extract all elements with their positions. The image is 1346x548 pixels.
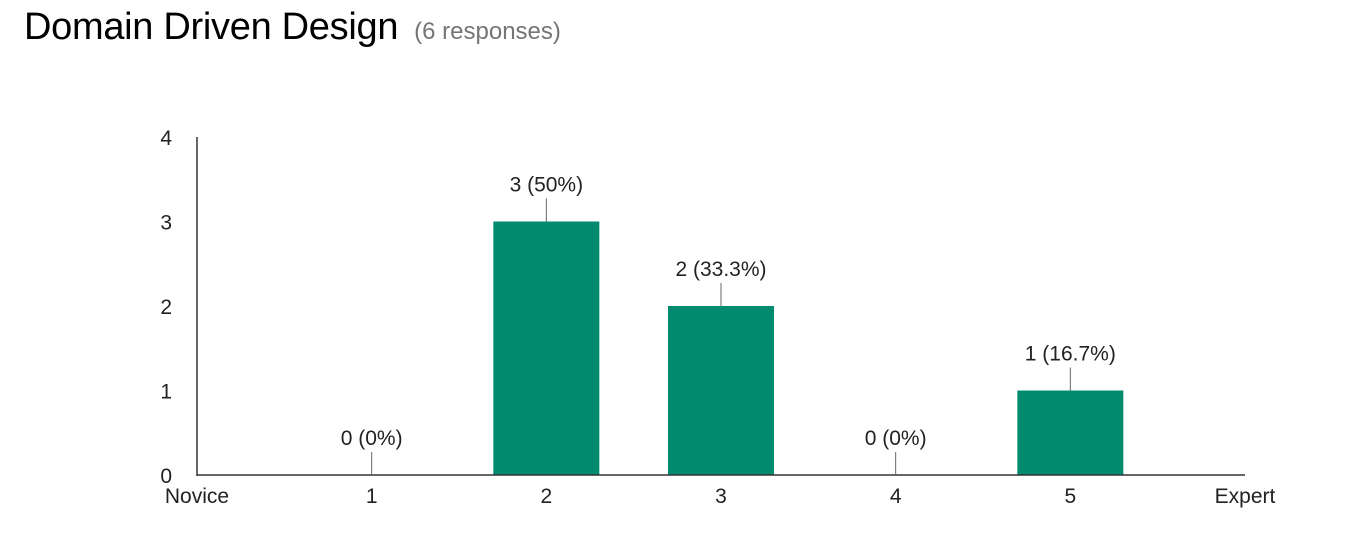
x-axis-max-label: Expert	[1215, 485, 1276, 508]
y-tick-label: 3	[160, 212, 172, 235]
y-tick-label: 1	[160, 381, 172, 404]
response-count: (6 responses)	[414, 18, 561, 45]
chart-title: Domain Driven Design	[24, 6, 399, 48]
bar-5	[1017, 390, 1124, 475]
chart-header: Domain Driven Design (6 responses)	[24, 6, 561, 49]
data-label: 1 (16.7%)	[1025, 343, 1116, 366]
data-label: 0 (0%)	[865, 427, 927, 450]
data-label: 2 (33.3%)	[675, 258, 766, 281]
x-tick-label: 3	[715, 485, 727, 508]
x-axis-min-label: Novice	[165, 485, 229, 508]
data-label: 0 (0%)	[341, 427, 403, 450]
data-label: 3 (50%)	[510, 174, 584, 197]
x-tick-label: 4	[890, 485, 902, 508]
x-tick-label: 5	[1064, 485, 1076, 508]
x-tick-label: 1	[366, 485, 378, 508]
x-tick-label: 2	[540, 485, 552, 508]
y-tick-label: 2	[160, 296, 172, 319]
y-tick-label: 0	[160, 465, 172, 488]
bar-2	[493, 221, 600, 475]
bar-3	[668, 306, 774, 475]
y-tick-label: 4	[160, 127, 172, 150]
